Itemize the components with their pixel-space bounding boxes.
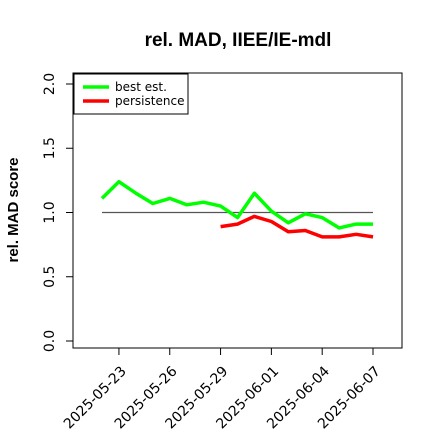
series-line-persistence xyxy=(220,214,374,239)
plot-area xyxy=(100,179,374,239)
series-line-best-est xyxy=(100,179,373,230)
legend-label: persistence xyxy=(115,94,184,108)
legend-box xyxy=(73,73,189,115)
x-axis: 2025-05-232025-05-262025-05-292025-06-01… xyxy=(61,348,384,432)
y-tick-label: 0.0 xyxy=(42,330,58,352)
y-tick-label: 2.0 xyxy=(42,73,58,95)
y-tick-label: 1.5 xyxy=(42,137,58,159)
y-tick-label: 1.0 xyxy=(42,201,58,223)
y-tick-label: 0.5 xyxy=(42,266,58,288)
chart-title: rel. MAD, IIEE/IE-mdl xyxy=(145,30,332,51)
plot-frame xyxy=(72,72,403,349)
legend-label: best est. xyxy=(115,80,167,94)
y-axis-label: rel. MAD score xyxy=(5,157,22,262)
legend: best est.persistence xyxy=(73,73,189,115)
y-axis: 0.0 0.5 1.0 1.5 2.0 xyxy=(42,73,73,352)
